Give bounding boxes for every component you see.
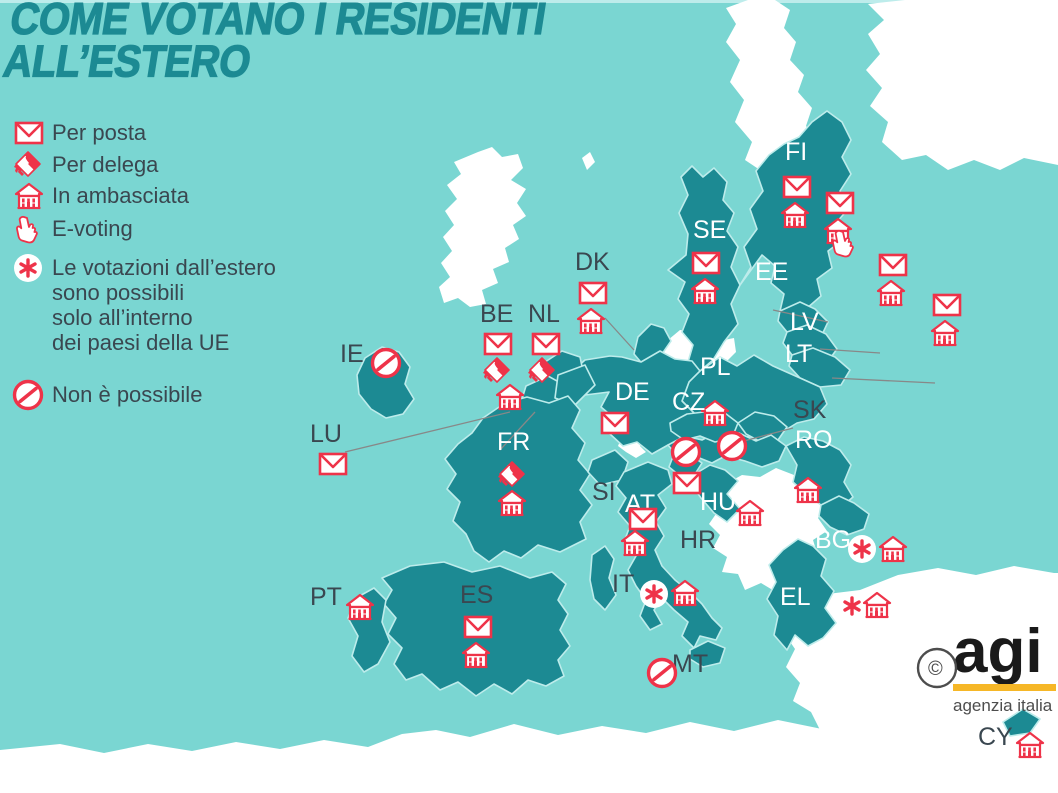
svg-text:Per posta: Per posta — [52, 120, 147, 145]
svg-text:MT: MT — [672, 650, 708, 678]
svg-text:ES: ES — [460, 581, 493, 609]
svg-text:SE: SE — [693, 216, 726, 244]
svg-text:sono possibili: sono possibili — [52, 280, 184, 305]
svg-text:RO: RO — [795, 426, 833, 454]
svg-text:©: © — [928, 658, 943, 680]
svg-text:HR: HR — [680, 526, 716, 554]
svg-text:HU: HU — [700, 488, 736, 516]
svg-text:CZ: CZ — [672, 388, 705, 416]
svg-text:agi: agi — [953, 617, 1043, 686]
svg-text:In ambasciata: In ambasciata — [52, 183, 190, 208]
svg-text:Per delega: Per delega — [52, 152, 159, 177]
svg-text:LT: LT — [785, 340, 812, 368]
svg-text:Le votazioni dall’estero: Le votazioni dall’estero — [52, 255, 276, 280]
svg-text:dei paesi della UE: dei paesi della UE — [52, 330, 229, 355]
svg-text:PT: PT — [310, 583, 342, 611]
svg-text:EL: EL — [780, 583, 811, 611]
svg-text:agenzia italia: agenzia italia — [953, 696, 1053, 715]
svg-text:DE: DE — [615, 378, 650, 406]
svg-text:LU: LU — [310, 420, 342, 448]
svg-text:BG: BG — [815, 526, 851, 554]
svg-text:Non è possibile: Non è possibile — [52, 382, 202, 407]
svg-text:DK: DK — [575, 248, 610, 276]
svg-text:SK: SK — [793, 396, 827, 424]
svg-text:FI: FI — [785, 138, 807, 166]
svg-text:NL: NL — [528, 300, 560, 328]
svg-text:SI: SI — [592, 478, 616, 506]
svg-text:PL: PL — [700, 353, 731, 381]
svg-text:E-voting: E-voting — [52, 216, 133, 241]
svg-text:CY: CY — [978, 723, 1013, 751]
svg-text:FR: FR — [497, 428, 530, 456]
svg-text:solo all’interno: solo all’interno — [52, 305, 193, 330]
svg-text:EE: EE — [755, 258, 788, 286]
svg-text:BE: BE — [480, 300, 513, 328]
svg-text:IT: IT — [612, 570, 634, 598]
svg-text:LV: LV — [790, 308, 819, 336]
svg-text:IE: IE — [340, 340, 364, 368]
